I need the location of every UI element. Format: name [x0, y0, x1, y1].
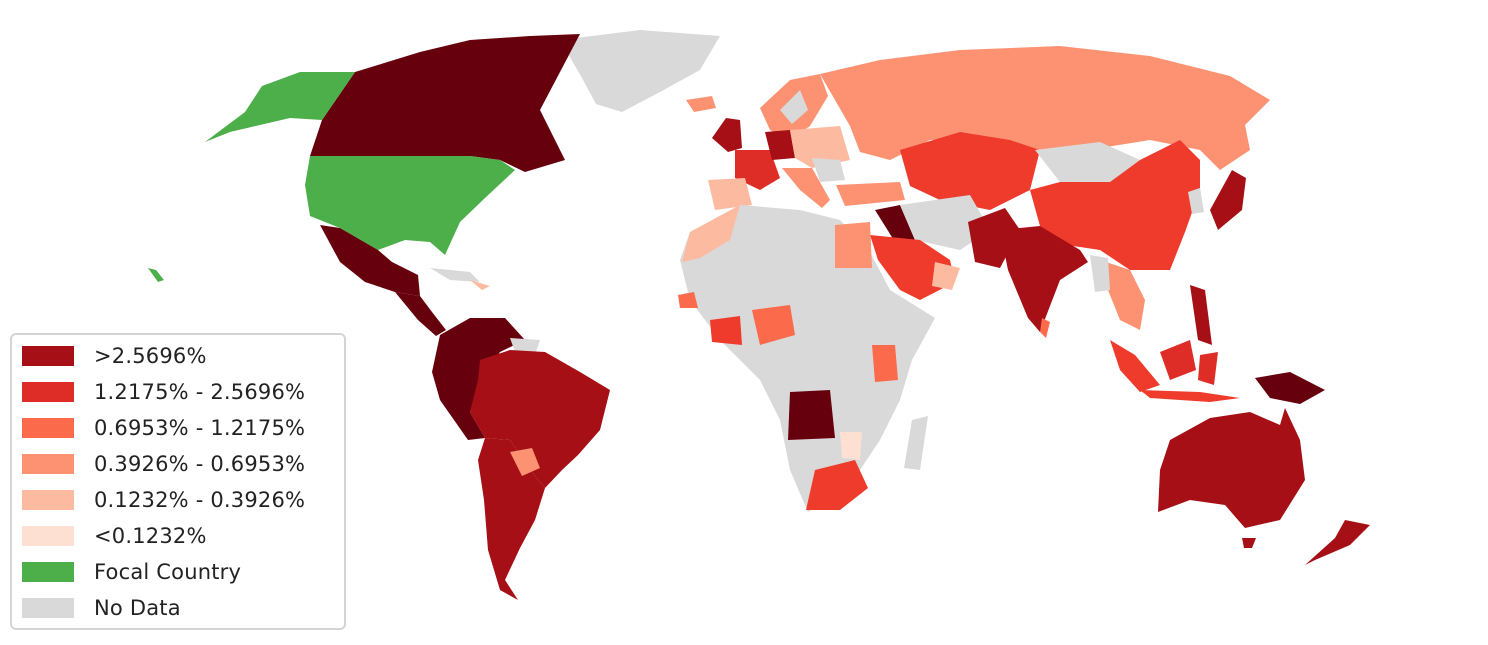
indochina — [1100, 260, 1145, 330]
senegal — [678, 292, 698, 308]
norway-sweden-grey — [780, 90, 808, 124]
legend-item-0-6953-1-2175: 0.6953% - 1.2175% — [22, 413, 305, 443]
cuba — [430, 268, 480, 282]
bolivia-argentina-chile — [478, 438, 545, 600]
mexico — [320, 225, 420, 296]
italy-balkans — [782, 168, 830, 208]
china — [1030, 140, 1200, 270]
legend-label: Focal Country — [94, 560, 242, 584]
germany — [765, 130, 795, 160]
africa — [680, 205, 935, 512]
legend-swatch — [22, 598, 74, 618]
legend-label: <0.1232% — [94, 524, 207, 548]
legend-swatch — [22, 454, 74, 474]
legend-label: >2.5696% — [94, 344, 207, 368]
south-africa — [806, 460, 868, 510]
paraguay — [510, 448, 540, 476]
legend-item-0-1232-0-3926: 0.1232% - 0.3926% — [22, 485, 305, 515]
usa — [305, 156, 515, 255]
angola — [788, 390, 835, 440]
alaska — [205, 72, 355, 142]
morocco — [682, 205, 740, 262]
legend-label: 0.3926% - 0.6953% — [94, 452, 306, 476]
uk-ireland — [712, 118, 742, 152]
legend-item-gt-2-5696: >2.5696% — [22, 341, 207, 371]
legend-swatch — [22, 418, 74, 438]
iberia — [708, 178, 752, 210]
egypt — [835, 222, 872, 268]
canada — [310, 34, 580, 172]
turkey — [836, 182, 905, 206]
iraq — [875, 205, 915, 242]
indonesia-west — [1110, 340, 1160, 392]
central-europe — [790, 126, 850, 168]
legend-label: No Data — [94, 596, 181, 620]
legend-swatch — [22, 382, 74, 402]
new-zealand — [1305, 520, 1370, 565]
korea — [1188, 188, 1204, 214]
legend-label: 0.1232% - 0.3926% — [94, 488, 306, 512]
new-guinea — [1255, 372, 1325, 404]
legend-item-1-2175-2-5696: 1.2175% - 2.5696% — [22, 377, 305, 407]
philippines — [1190, 285, 1212, 345]
japan — [1210, 170, 1246, 230]
legend-swatch — [22, 490, 74, 510]
kazakhstan-central-asia — [900, 132, 1040, 210]
sulawesi — [1198, 352, 1218, 385]
legend-item-no-data: No Data — [22, 593, 181, 623]
legend-label: 1.2175% - 2.5696% — [94, 380, 306, 404]
legend-item-focal-country: Focal Country — [22, 557, 241, 587]
greenland — [560, 30, 720, 112]
balkans — [812, 158, 845, 182]
australia — [1158, 408, 1305, 528]
legend-swatch — [22, 526, 74, 546]
legend-swatch — [22, 562, 74, 582]
india — [1000, 226, 1088, 332]
legend-label: 0.6953% - 1.2175% — [94, 416, 306, 440]
legend: >2.5696% 1.2175% - 2.5696% 0.6953% - 1.2… — [10, 333, 346, 630]
legend-swatch — [22, 346, 74, 366]
ghana-cote — [710, 316, 742, 345]
caribbean-islands — [470, 280, 490, 290]
iceland — [686, 96, 716, 112]
iran-afghan — [900, 195, 990, 250]
borneo — [1160, 340, 1196, 380]
madagascar — [904, 416, 928, 470]
mozambique-zone — [840, 432, 862, 460]
france-spain — [735, 150, 780, 190]
legend-item-lt-0-1232: <0.1232% — [22, 521, 207, 551]
mongolia — [1035, 142, 1140, 182]
russia — [820, 46, 1270, 170]
hawaii — [148, 268, 164, 282]
brazil — [470, 350, 610, 488]
myanmar-grey — [1090, 255, 1110, 292]
kenya — [872, 345, 898, 382]
central-america — [395, 292, 446, 336]
legend-item-0-3926-0-6953: 0.3926% - 0.6953% — [22, 449, 305, 479]
oman-uae — [932, 262, 960, 290]
tasmania — [1242, 538, 1256, 548]
java — [1140, 390, 1240, 402]
nigeria — [752, 305, 795, 345]
sri-lanka — [1040, 318, 1050, 338]
